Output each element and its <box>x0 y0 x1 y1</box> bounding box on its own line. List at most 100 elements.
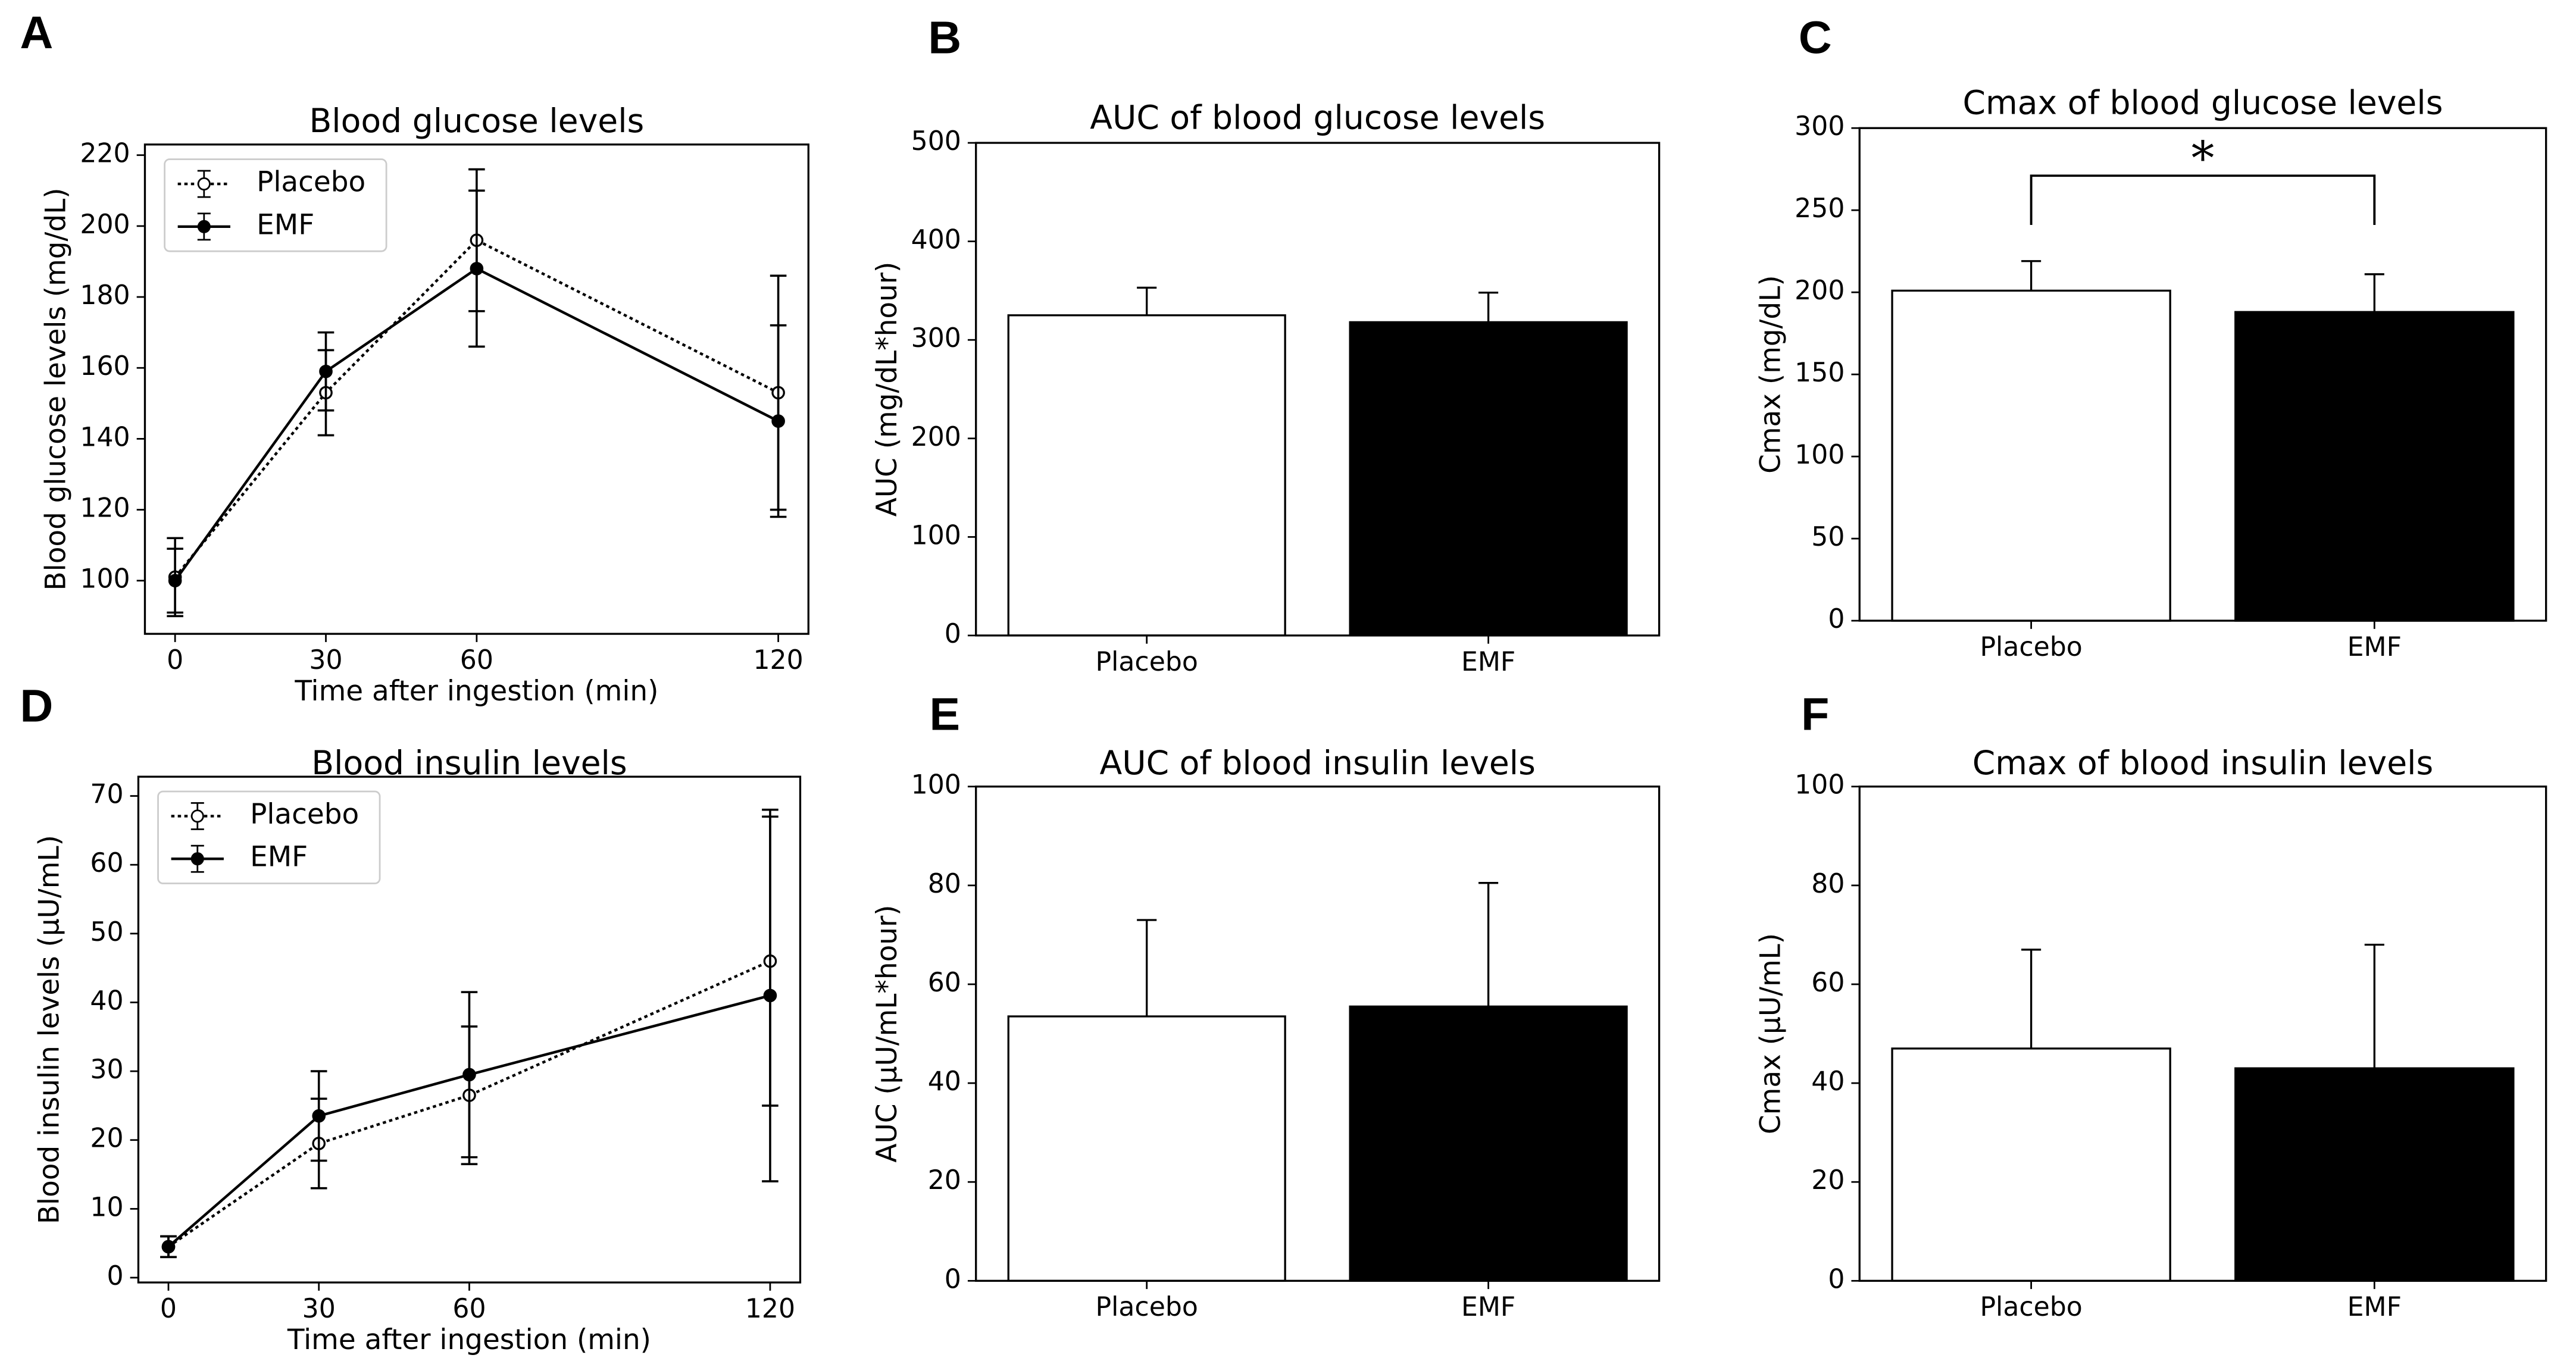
chart-title: Cmax of blood insulin levels <box>1972 744 2434 783</box>
y-tick-label: 0 <box>945 619 961 649</box>
y-tick-label: 150 <box>1795 358 1845 388</box>
chart-title: Cmax of blood glucose levels <box>1962 85 2443 123</box>
y-tick-label: 40 <box>1811 1066 1845 1097</box>
data-point <box>763 988 777 1003</box>
y-tick-label: 0 <box>1828 1264 1845 1294</box>
legend-marker <box>197 177 211 191</box>
data-point <box>168 574 182 588</box>
y-tick-label: 80 <box>928 869 961 899</box>
y-tick-label: 60 <box>928 968 961 998</box>
y-tick-label: 10 <box>90 1192 123 1222</box>
x-axis-label: Time after ingestion (min) <box>287 1323 651 1356</box>
error-bar <box>2021 260 2042 291</box>
y-tick-label: 300 <box>1795 111 1845 142</box>
panel-e: E AUC of blood insulin levels AUC (μU/mL*h… <box>871 689 1661 1322</box>
panel-b: B AUC of blood glucose levels AUC (mg/dL*h… <box>871 12 1661 677</box>
plot-frame <box>1858 127 2547 622</box>
significance-label: * <box>2192 132 2215 186</box>
y-tick-label: 200 <box>1795 276 1845 306</box>
y-tick-label: 0 <box>107 1261 124 1291</box>
data-point <box>771 414 785 428</box>
x-tick-label: Placebo <box>1096 1292 1198 1322</box>
x-tick-label: Placebo <box>1980 1292 2082 1322</box>
panel-c: C Cmax of blood glucose levels Cmax (mg/dL… <box>1755 12 2547 662</box>
y-tick-label: 70 <box>90 780 123 810</box>
series-line <box>167 994 771 1248</box>
panel-a: A Blood glucose levels Blood glucose level… <box>20 7 809 708</box>
legend-box <box>164 158 387 252</box>
y-axis-label: AUC (mg/dL*hour) <box>871 262 904 517</box>
y-tick-label: 400 <box>911 225 961 255</box>
x-tick-label: Placebo <box>1096 647 1198 677</box>
bar <box>2234 1067 2515 1282</box>
x-tick-label: 120 <box>753 645 803 675</box>
panel-letter: A <box>20 7 53 58</box>
panel-letter: E <box>930 689 961 740</box>
legend-marker <box>197 220 211 233</box>
x-tick-label: 0 <box>160 1294 177 1324</box>
y-tick-label: 50 <box>90 917 123 947</box>
y-tick-label: 200 <box>911 422 961 452</box>
error-bar <box>1137 919 1157 1016</box>
x-axis-label: Time after ingestion (min) <box>294 675 658 708</box>
error-bar <box>1137 286 1157 315</box>
plot-frame <box>975 142 1661 637</box>
bar <box>1007 314 1286 637</box>
legend-marker <box>190 809 204 823</box>
y-tick-label: 140 <box>80 422 130 452</box>
x-tick-label: 60 <box>460 645 493 675</box>
bar <box>1349 1005 1628 1282</box>
panel-letter: D <box>20 680 53 731</box>
chart-title: AUC of blood insulin levels <box>1099 744 1535 783</box>
y-axis-label: AUC (μU/mL*hour) <box>871 905 904 1162</box>
legend-box <box>157 790 381 884</box>
y-axis-label: Cmax (μU/mL) <box>1755 933 1787 1134</box>
x-tick-label: 30 <box>302 1294 336 1324</box>
plot-frame <box>975 786 1661 1282</box>
x-tick-label: Placebo <box>1980 632 2082 662</box>
data-point <box>470 262 484 276</box>
data-point <box>462 1068 476 1082</box>
y-axis-label: Blood insulin levels (μU/mL) <box>33 835 66 1224</box>
y-tick-label: 0 <box>1828 604 1845 634</box>
x-tick-label: EMF <box>2347 1292 2402 1322</box>
series-line <box>174 267 779 582</box>
error-bar <box>2364 273 2384 312</box>
bar <box>1007 1015 1286 1282</box>
panel-letter: C <box>1799 12 1832 63</box>
x-tick-label: EMF <box>1461 1292 1515 1322</box>
legend-label: Placebo <box>257 166 365 199</box>
y-tick-label: 200 <box>80 209 130 240</box>
error-bar <box>1478 292 1499 323</box>
y-tick-label: 80 <box>1811 869 1845 899</box>
y-tick-label: 40 <box>90 985 123 1016</box>
y-tick-label: 100 <box>80 564 130 594</box>
legend-marker <box>190 852 204 866</box>
data-point <box>319 364 333 378</box>
y-axis-label: Cmax (mg/dL) <box>1755 275 1787 474</box>
y-tick-label: 100 <box>1795 770 1845 800</box>
y-tick-label: 300 <box>911 323 961 353</box>
plot-frame <box>143 143 809 635</box>
y-tick-label: 40 <box>928 1066 961 1097</box>
y-tick-label: 220 <box>80 139 130 169</box>
error-bar <box>2364 943 2384 1069</box>
series-line <box>174 239 779 578</box>
plot-frame <box>137 775 802 1284</box>
significance-bracket <box>2030 174 2376 226</box>
bar <box>1891 289 2171 622</box>
y-tick-label: 60 <box>1811 968 1845 998</box>
legend-label: Placebo <box>250 798 359 831</box>
x-tick-label: 60 <box>452 1294 486 1324</box>
chart-title: Blood glucose levels <box>309 102 644 140</box>
y-tick-label: 50 <box>1811 522 1845 552</box>
y-tick-label: 180 <box>80 280 130 311</box>
legend-label: EMF <box>257 208 314 241</box>
y-tick-label: 160 <box>80 351 130 381</box>
y-tick-label: 100 <box>1795 440 1845 470</box>
data-point <box>161 1240 176 1254</box>
y-axis-label: Blood glucose levels (mg/dL) <box>40 187 73 590</box>
